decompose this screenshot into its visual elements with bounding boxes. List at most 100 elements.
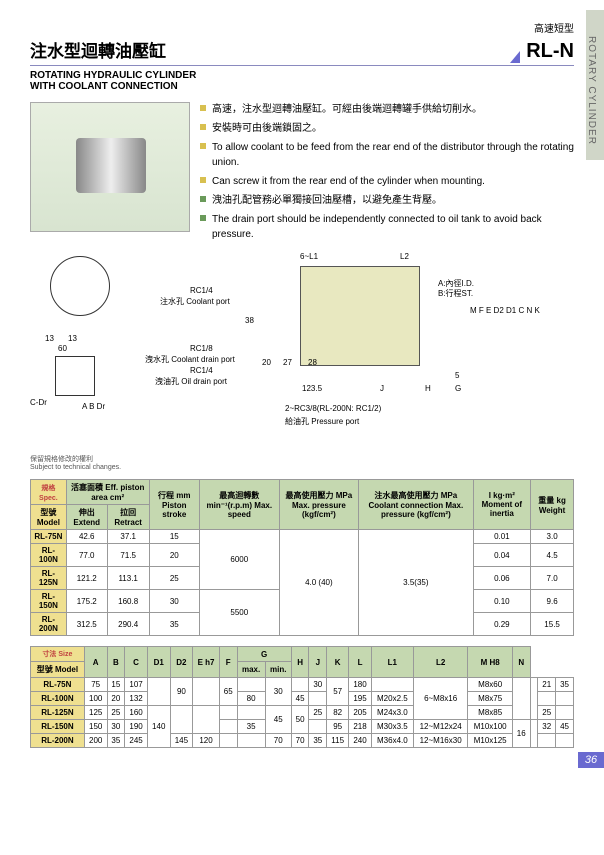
cell: 95 bbox=[327, 720, 349, 734]
dim: C-Dr bbox=[30, 398, 47, 407]
note-en: Subject to technical changes. bbox=[30, 464, 121, 471]
th: 活塞面積 Eff. piston area cm² bbox=[66, 480, 149, 505]
cell: 9.6 bbox=[531, 590, 574, 613]
cell: 77.0 bbox=[66, 544, 107, 567]
cell: 0.04 bbox=[473, 544, 531, 567]
cell: 25 bbox=[107, 706, 125, 720]
cell: 245 bbox=[125, 734, 148, 748]
dim: 13 bbox=[68, 334, 77, 343]
th: L bbox=[349, 647, 372, 678]
spec-table-2: 寸法 Size A B C D1 D2 E h7 F G H J K L L1 … bbox=[30, 646, 574, 748]
cell: 240 bbox=[349, 734, 372, 748]
cell: 121.2 bbox=[66, 567, 107, 590]
cell: 65 bbox=[219, 678, 237, 706]
cell: 125 bbox=[84, 706, 107, 720]
cell: M8x60 bbox=[468, 678, 512, 692]
feature-item: 安裝時可由後端鎖固之。 bbox=[200, 121, 574, 136]
model: RL-200N bbox=[31, 613, 67, 636]
cell bbox=[237, 678, 265, 692]
dim: J bbox=[380, 384, 384, 393]
model: RL-125N bbox=[31, 567, 67, 590]
cell: 20 bbox=[149, 544, 199, 567]
th: 型號 Model bbox=[31, 505, 67, 530]
cell: 4.0 (40) bbox=[279, 530, 359, 636]
cell: 35 bbox=[149, 613, 199, 636]
th: N bbox=[512, 647, 530, 678]
cell: 35 bbox=[107, 734, 125, 748]
model: RL-100N bbox=[31, 692, 85, 706]
th: 重量 kg Weight bbox=[531, 480, 574, 530]
th: 行程 mm Piston stroke bbox=[149, 480, 199, 530]
dim: G bbox=[455, 384, 461, 393]
th: A bbox=[84, 647, 107, 678]
cell: 30 bbox=[309, 678, 327, 692]
cell: 195 bbox=[349, 692, 372, 706]
port-label: 洩油孔 Oil drain port bbox=[155, 376, 227, 387]
th: 型號 Model bbox=[31, 662, 85, 678]
feature-item: The drain port should be independently c… bbox=[200, 212, 574, 242]
cell: 3.0 bbox=[531, 530, 574, 544]
cell: 21 bbox=[538, 678, 556, 692]
technical-diagram: 6~L1 L2 RC1/4 注水孔 Coolant port 38 RC1/8 … bbox=[30, 256, 570, 446]
cell: 290.4 bbox=[107, 613, 149, 636]
cell: 25 bbox=[149, 567, 199, 590]
cell: 160.8 bbox=[107, 590, 149, 613]
cell: 120 bbox=[193, 734, 220, 748]
cell bbox=[147, 678, 170, 706]
cell bbox=[193, 706, 220, 734]
port-label: RC1/4 bbox=[190, 366, 213, 375]
th: D2 bbox=[170, 647, 193, 678]
cell: 35 bbox=[309, 734, 327, 748]
cell bbox=[291, 678, 309, 692]
th: I kg·m² Moment of inertia bbox=[473, 480, 531, 530]
dim: H bbox=[425, 384, 431, 393]
cell: 0.29 bbox=[473, 613, 531, 636]
title-en-1: ROTATING HYDRAULIC CYLINDER bbox=[30, 70, 574, 81]
cell: 15.5 bbox=[531, 613, 574, 636]
cell: 16 bbox=[512, 720, 530, 748]
th: K bbox=[327, 647, 349, 678]
cell: 218 bbox=[349, 720, 372, 734]
cell: 175.2 bbox=[66, 590, 107, 613]
cell: 12~M12x24 bbox=[413, 720, 468, 734]
dim: M F E D2 D1 C N K bbox=[470, 306, 540, 315]
dim: 28 bbox=[308, 358, 317, 367]
model: RL-200N bbox=[31, 734, 85, 748]
cell: 200 bbox=[84, 734, 107, 748]
title-en: ROTATING HYDRAULIC CYLINDER WITH COOLANT… bbox=[30, 70, 574, 92]
cell: 5500 bbox=[199, 590, 279, 636]
cell: 25 bbox=[538, 706, 556, 720]
port-label: RC1/8 bbox=[190, 344, 213, 353]
model: RL-125N bbox=[31, 706, 85, 720]
cell: 100 bbox=[84, 692, 107, 706]
cell bbox=[170, 706, 193, 734]
cell bbox=[556, 734, 574, 748]
cell: 190 bbox=[125, 720, 148, 734]
port-label: 給油孔 Pressure port bbox=[285, 416, 359, 427]
cell: 80 bbox=[237, 692, 265, 706]
cell: 15 bbox=[149, 530, 199, 544]
th: 伸出 Extend bbox=[66, 505, 107, 530]
cell: 90 bbox=[170, 678, 193, 706]
dim: 38 bbox=[245, 316, 254, 325]
diagram-note: 保留規格修改的權利 Subject to technical changes. bbox=[30, 454, 574, 471]
cell: 180 bbox=[349, 678, 372, 692]
cell: 107 bbox=[125, 678, 148, 692]
cell: 42.6 bbox=[66, 530, 107, 544]
cell: 25 bbox=[309, 706, 327, 720]
th: 寸法 Size bbox=[42, 651, 72, 658]
cell: 30 bbox=[265, 678, 291, 706]
note-cn: 保留規格修改的權利 bbox=[30, 456, 93, 463]
cell: 113.1 bbox=[107, 567, 149, 590]
cell bbox=[237, 706, 265, 720]
cell: 4.5 bbox=[531, 544, 574, 567]
model: RL-100N bbox=[31, 544, 67, 567]
dim: 60 bbox=[58, 344, 67, 353]
cell: 0.10 bbox=[473, 590, 531, 613]
dim: 13 bbox=[45, 334, 54, 343]
cell: 150 bbox=[84, 720, 107, 734]
cell: 145 bbox=[170, 734, 193, 748]
cell: 30 bbox=[149, 590, 199, 613]
model: RL-150N bbox=[31, 590, 67, 613]
feature-item: To allow coolant to be feed from the rea… bbox=[200, 140, 574, 170]
